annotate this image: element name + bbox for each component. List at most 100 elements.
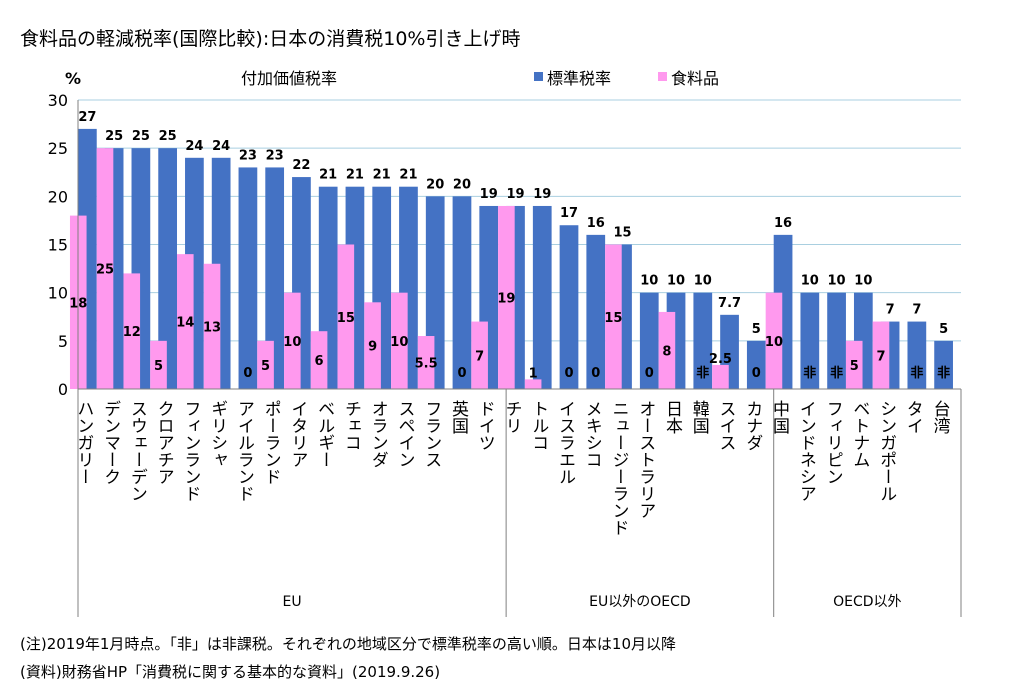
category-label: ベトナム: [849, 400, 869, 468]
data-label-food: 0: [591, 366, 600, 381]
data-label-standard: 10: [854, 274, 872, 289]
bar-standard: [238, 167, 258, 389]
category-label: スイス: [716, 400, 736, 451]
data-label-standard: 10: [694, 274, 712, 289]
bar-food: [391, 292, 408, 389]
bar-standard: [693, 292, 713, 389]
category-label: メキシコ: [582, 400, 602, 468]
bar-food: [471, 321, 488, 389]
legend-label-food: 食料品: [671, 69, 719, 88]
data-label-standard: 21: [373, 168, 391, 183]
data-label-standard: 25: [105, 129, 123, 144]
category-label: フィンランド: [180, 400, 200, 502]
bar-standard: [158, 148, 178, 389]
data-label-food: 19: [497, 291, 515, 306]
bar-food: [123, 273, 141, 389]
data-label-standard: 25: [159, 129, 177, 144]
data-label-standard: 5: [939, 322, 948, 337]
data-label-standard: 19: [480, 187, 498, 202]
data-label-standard: 23: [239, 148, 257, 163]
category-label: イタリア: [287, 400, 307, 468]
data-label-food: 7: [475, 349, 484, 364]
bar-standard: [746, 340, 766, 389]
data-label-food: 非: [937, 365, 950, 381]
category-label: ベルギー: [314, 400, 334, 468]
bar-standard: [265, 167, 285, 389]
category-label: デンマーク: [100, 400, 120, 485]
data-label-food: 7: [876, 349, 885, 364]
category-label: スウェーデン: [127, 400, 147, 502]
bar-standard: [639, 292, 659, 389]
legend-swatch-standard: [534, 72, 543, 81]
category-label: 台湾: [930, 400, 951, 435]
bar-food: [417, 336, 435, 389]
data-label-food: 10: [283, 335, 301, 350]
bar-standard: [800, 292, 820, 389]
bars: [69, 128, 953, 389]
bar-food: [284, 292, 301, 389]
data-label-standard: 24: [185, 139, 203, 154]
data-label-standard: 21: [346, 168, 364, 183]
bar-standard: [907, 321, 927, 389]
data-label-standard: 17: [560, 206, 578, 221]
y-tick-label: 0: [58, 380, 68, 399]
category-label: オランダ: [368, 400, 388, 468]
category-label: 中国: [769, 400, 789, 434]
bar-food: [96, 148, 114, 389]
bar-food: [658, 311, 676, 389]
bar-standard: [452, 196, 472, 389]
y-tick-label: 25: [48, 139, 68, 158]
data-label-standard: 24: [212, 139, 230, 154]
data-label-food: 14: [176, 316, 194, 331]
data-labels: 27 1 8 25 25 25 12 25 5 24 14 24 13 23 0 23 5 22 10 21 6 21 15…: [69, 110, 950, 381]
category-label: タイ: [903, 400, 923, 434]
data-label-food: 0: [457, 366, 466, 381]
data-label-standard: 21: [319, 168, 337, 183]
bar-food: [364, 302, 381, 389]
category-label: ニュージーランド: [609, 400, 629, 536]
category-label: 日本: [662, 400, 683, 434]
legend-swatch-food: [658, 72, 667, 81]
legend: 標準税率 食料品: [534, 69, 719, 88]
group-label: EU以外のOECD: [589, 594, 691, 610]
data-label-standard: 7: [912, 303, 921, 318]
category-label: イスラエル: [555, 400, 575, 485]
data-label-food: 10: [390, 335, 408, 350]
data-label-food: 0: [564, 366, 573, 381]
category-label: オーストラリア: [635, 400, 655, 519]
data-label-standard: 10: [801, 274, 819, 289]
data-label-standard: 10: [828, 274, 846, 289]
category-label: ドイツ: [475, 400, 495, 451]
category-label: ポーランド: [261, 400, 281, 485]
bar-food: [337, 244, 355, 389]
data-label-food: 非: [830, 365, 843, 381]
bar-food: [257, 340, 274, 389]
bar-food: [177, 254, 194, 389]
bar-food: [872, 321, 890, 389]
data-label-standard: 20: [426, 177, 444, 192]
data-label-standard: 25: [132, 129, 150, 144]
bar-food: [765, 292, 783, 389]
data-label-food: 25: [96, 263, 114, 278]
category-label: 英国: [448, 400, 469, 434]
data-label-food: 5: [261, 359, 270, 374]
category-label: ギリシャ: [207, 400, 227, 468]
category-label: チリ: [501, 400, 521, 434]
data-label-food: 5: [154, 359, 163, 374]
footnote: (注)2019年1月時点。「非」は非課税。それぞれの地域区分で標準税率の高い順。…: [20, 635, 677, 653]
category-label: フィリピン: [823, 400, 843, 485]
group-label: EU: [283, 594, 302, 610]
bar-food: [845, 340, 863, 389]
data-label-food: 10: [765, 335, 783, 350]
data-label-standard: 5: [752, 322, 761, 337]
data-label-standard: 10: [667, 274, 685, 289]
data-label-food: 1: [529, 366, 538, 381]
bar-standard: [532, 205, 552, 389]
data-label-food: 0: [243, 366, 252, 381]
data-label-food: 9: [368, 340, 377, 355]
data-label-standard: 7: [886, 303, 895, 318]
data-label-food: 8: [662, 344, 671, 359]
data-label-standard: 21: [399, 168, 417, 183]
category-label: カナダ: [742, 400, 762, 451]
